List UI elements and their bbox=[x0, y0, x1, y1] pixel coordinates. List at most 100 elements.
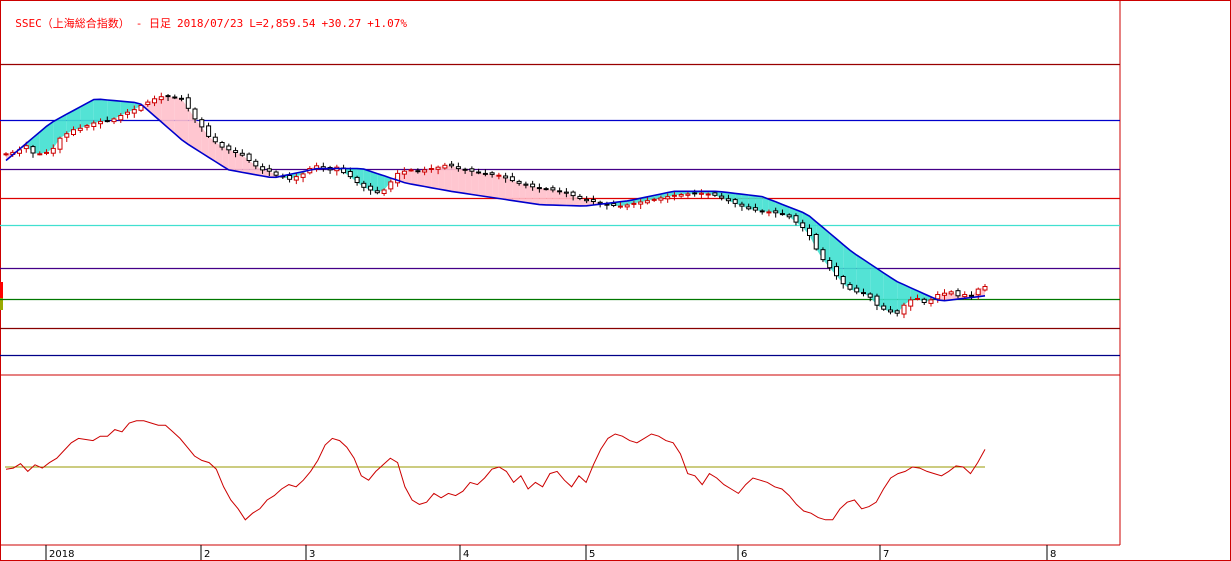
candle bbox=[813, 232, 819, 251]
candle bbox=[455, 162, 461, 172]
candle bbox=[64, 131, 70, 142]
cloud-segment bbox=[255, 165, 263, 176]
candle bbox=[725, 194, 731, 204]
candle-body bbox=[557, 190, 563, 193]
candle-body bbox=[516, 180, 522, 184]
candle-body bbox=[212, 136, 218, 143]
candle bbox=[152, 95, 157, 107]
candle bbox=[185, 93, 191, 112]
candle bbox=[44, 149, 49, 156]
cloud-segment bbox=[269, 171, 277, 178]
candle bbox=[779, 209, 785, 216]
candle bbox=[3, 152, 9, 157]
candle bbox=[442, 162, 448, 170]
cloud-segment bbox=[532, 186, 540, 205]
candle-body bbox=[894, 310, 900, 314]
candle-body bbox=[347, 171, 353, 178]
candle-body bbox=[422, 169, 428, 173]
cloud-segment bbox=[451, 165, 459, 193]
candle bbox=[395, 170, 401, 187]
cloud-segment bbox=[80, 103, 87, 129]
candle-body bbox=[273, 171, 279, 176]
x-tick-label: 8 bbox=[1050, 549, 1056, 560]
candle bbox=[131, 105, 137, 118]
candle bbox=[260, 163, 266, 174]
candle-body bbox=[489, 172, 495, 175]
candle-body bbox=[888, 309, 893, 313]
cloud-segment bbox=[863, 259, 871, 298]
candle-body bbox=[678, 194, 684, 197]
candle bbox=[530, 180, 536, 191]
candle-body bbox=[739, 203, 745, 207]
candle-body bbox=[239, 152, 245, 156]
cloud-segment bbox=[114, 100, 121, 119]
candle bbox=[266, 164, 272, 177]
candle-body bbox=[759, 210, 765, 213]
candle-body bbox=[185, 97, 191, 109]
candle-body bbox=[300, 173, 306, 178]
cloud-segment bbox=[559, 191, 567, 206]
candle bbox=[942, 289, 947, 301]
candle-body bbox=[104, 120, 110, 123]
candle-body bbox=[3, 153, 9, 156]
candle bbox=[705, 192, 711, 199]
cloud-segment bbox=[424, 168, 432, 188]
cloud-segment bbox=[890, 277, 898, 314]
candle-body bbox=[523, 183, 529, 186]
candle-body bbox=[732, 199, 738, 204]
cloud-segment bbox=[492, 174, 499, 199]
candle bbox=[320, 162, 326, 172]
candle bbox=[347, 167, 353, 179]
candle bbox=[901, 302, 907, 319]
cloud-segment bbox=[93, 99, 101, 123]
cloud-segment bbox=[525, 185, 533, 204]
candle-body bbox=[172, 96, 178, 99]
candle-body bbox=[415, 170, 421, 173]
oscillator-line bbox=[5, 420, 986, 521]
candle bbox=[341, 164, 347, 175]
candle-body bbox=[287, 175, 293, 180]
candle bbox=[590, 195, 596, 205]
candle bbox=[678, 192, 684, 198]
candle-body bbox=[861, 292, 866, 295]
candle bbox=[206, 122, 212, 138]
candle bbox=[219, 140, 225, 151]
candle bbox=[50, 144, 56, 157]
candle bbox=[145, 99, 151, 107]
candle-body bbox=[962, 294, 968, 298]
change-pct-label: +1.07% bbox=[367, 17, 407, 30]
candle-body bbox=[928, 299, 934, 304]
candle-body bbox=[455, 166, 461, 170]
candle-body bbox=[908, 299, 914, 307]
cloud-segment bbox=[471, 171, 479, 196]
cloud-segment bbox=[883, 273, 891, 312]
candle-body bbox=[786, 214, 792, 218]
change-label: +30.27 bbox=[321, 17, 362, 30]
candle-body bbox=[361, 182, 367, 188]
candle bbox=[969, 291, 974, 300]
candle-body bbox=[219, 142, 225, 148]
candle bbox=[584, 196, 590, 204]
cloud-segment bbox=[215, 141, 223, 166]
cloud-segment bbox=[174, 97, 182, 140]
candle-body bbox=[746, 206, 752, 210]
x-tick-label: 4 bbox=[463, 549, 469, 560]
cloud-segment bbox=[161, 96, 168, 128]
candle-body bbox=[840, 276, 846, 285]
candle bbox=[401, 167, 407, 179]
candle-body bbox=[253, 160, 259, 167]
candle bbox=[104, 116, 110, 123]
cloud-segment bbox=[458, 168, 466, 194]
candle bbox=[935, 291, 941, 303]
candle bbox=[496, 172, 502, 180]
candle bbox=[874, 293, 880, 311]
candle-body bbox=[590, 199, 596, 203]
candle bbox=[381, 188, 387, 196]
candle bbox=[840, 274, 846, 289]
candle-body bbox=[246, 153, 252, 162]
candle-body bbox=[401, 170, 407, 175]
candle bbox=[482, 169, 488, 177]
candle-body bbox=[77, 127, 83, 131]
candle bbox=[550, 185, 556, 193]
candle-body bbox=[145, 101, 151, 105]
